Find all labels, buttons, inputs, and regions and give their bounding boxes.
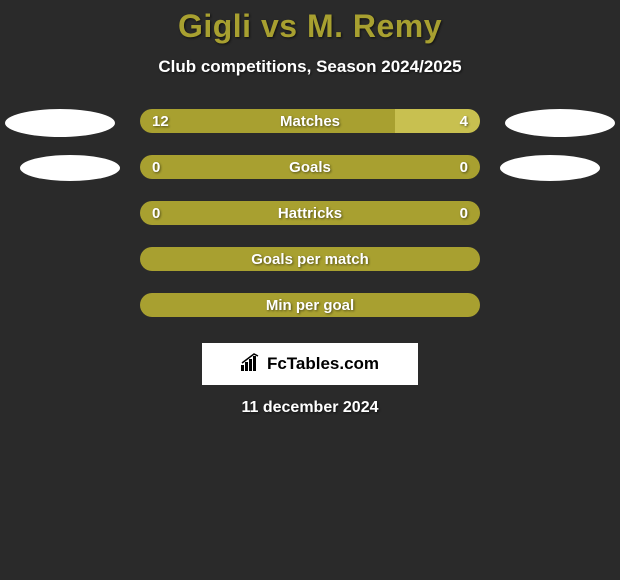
stat-row-matches: 12 Matches 4 bbox=[0, 109, 620, 133]
stat-bar: 12 Matches 4 bbox=[140, 109, 480, 133]
stat-right-value: 0 bbox=[460, 205, 468, 222]
brand-link[interactable]: FcTables.com bbox=[202, 343, 418, 385]
stat-row-goals-per-match: Goals per match bbox=[0, 247, 620, 271]
stat-left-value: 0 bbox=[152, 159, 160, 176]
stat-row-hattricks: 0 Hattricks 0 bbox=[0, 201, 620, 225]
stat-label: Min per goal bbox=[266, 297, 354, 314]
stat-bar: Min per goal bbox=[140, 293, 480, 317]
stat-right-value: 0 bbox=[460, 159, 468, 176]
page-title: Gigli vs M. Remy bbox=[0, 8, 620, 45]
brand-chart-icon bbox=[241, 353, 263, 376]
stat-bar: 0 Goals 0 bbox=[140, 155, 480, 179]
brand-text: FcTables.com bbox=[267, 354, 379, 374]
stat-row-goals: 0 Goals 0 bbox=[0, 155, 620, 179]
stat-left-value: 0 bbox=[152, 205, 160, 222]
stat-label: Goals bbox=[289, 159, 331, 176]
stat-right-value: 4 bbox=[460, 113, 468, 130]
footer-date: 11 december 2024 bbox=[0, 399, 620, 417]
stat-label: Matches bbox=[280, 113, 340, 130]
stat-row-min-per-goal: Min per goal bbox=[0, 293, 620, 317]
stat-left-value: 12 bbox=[152, 113, 169, 130]
stat-label: Goals per match bbox=[251, 251, 369, 268]
stats-area: 12 Matches 4 0 Goals 0 0 Hattricks 0 Goa… bbox=[0, 109, 620, 317]
comparison-widget: Gigli vs M. Remy Club competitions, Seas… bbox=[0, 0, 620, 417]
stat-bar: 0 Hattricks 0 bbox=[140, 201, 480, 225]
page-subtitle: Club competitions, Season 2024/2025 bbox=[0, 57, 620, 77]
stat-bar: Goals per match bbox=[140, 247, 480, 271]
stat-label: Hattricks bbox=[278, 205, 342, 222]
